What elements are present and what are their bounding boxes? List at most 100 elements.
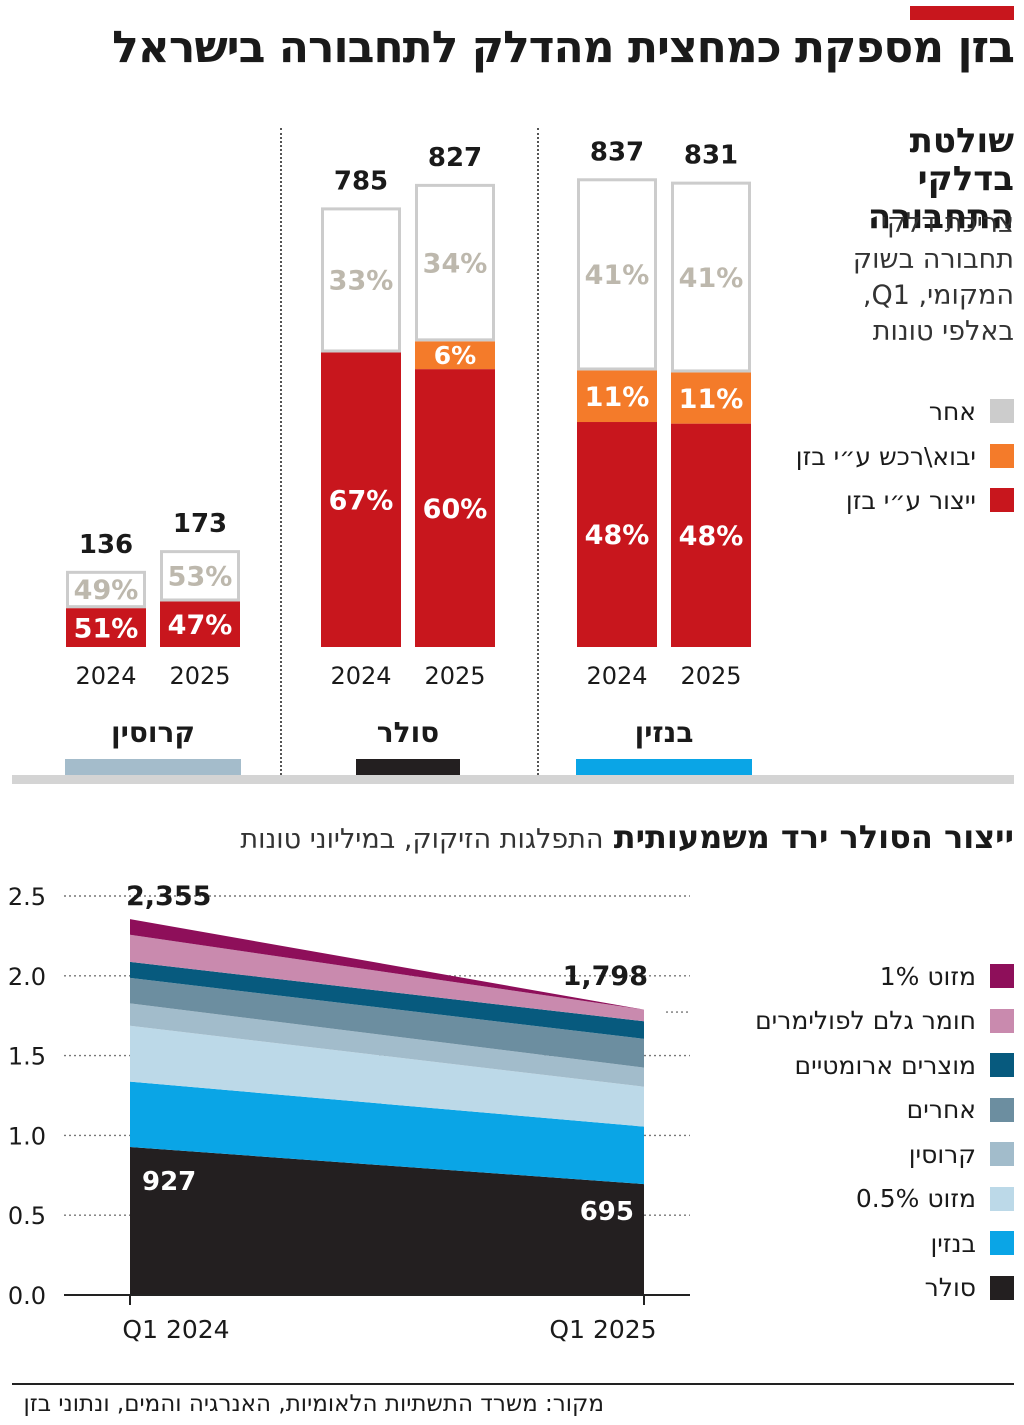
bar-segment-production bbox=[577, 422, 657, 647]
series-value-label: 927 bbox=[142, 1167, 196, 1197]
bar-segment-import bbox=[577, 370, 657, 423]
x-tick-label: Q1 2024 bbox=[122, 1315, 229, 1344]
area-series bbox=[130, 961, 644, 1039]
bar-segment-other bbox=[577, 178, 657, 371]
area-series bbox=[130, 919, 644, 1010]
bar-segment-other bbox=[321, 207, 401, 353]
bar-segment-production bbox=[66, 608, 146, 647]
y-tick-label: 0.0 bbox=[8, 1282, 46, 1310]
legend-swatch bbox=[990, 1008, 1014, 1033]
series-value-label: 695 bbox=[580, 1197, 634, 1227]
legend-item-production: ייצור ע״י בזן bbox=[846, 485, 1014, 515]
legend-label: סולר bbox=[924, 1273, 976, 1302]
bar-pct-label: 11% bbox=[679, 384, 744, 415]
legend-subtitle: צריכת דלקי תחבורה בשוק המקומי, Q1, באלפי… bbox=[852, 208, 1014, 347]
legend-label: קרוסין bbox=[908, 1139, 976, 1169]
legend-swatch bbox=[990, 1142, 1014, 1166]
area-series bbox=[130, 1003, 644, 1087]
accent-bar bbox=[910, 6, 1014, 20]
bar-year-label: 2025 bbox=[169, 662, 230, 690]
legend-item: קרוסין bbox=[909, 1139, 1014, 1169]
bar-year-label: 2024 bbox=[586, 662, 647, 690]
section2-title: ייצור הסולר ירד משמעותית התפלגות הזיקוק,… bbox=[240, 818, 1014, 856]
area-series bbox=[130, 1147, 644, 1295]
area-series bbox=[130, 934, 644, 1022]
bar-pct-label: 47% bbox=[168, 610, 233, 641]
legend-label: אחרים bbox=[906, 1095, 976, 1124]
bar-pct-label: 34% bbox=[423, 248, 488, 279]
group-color-bar bbox=[576, 759, 752, 775]
bar-segment-other bbox=[415, 183, 495, 342]
legend-swatch bbox=[990, 1231, 1014, 1255]
bar-pct-label: 33% bbox=[329, 266, 394, 297]
y-tick-label: 2.5 bbox=[8, 883, 46, 911]
section2-title-bold: ייצור הסולר ירד משמעותית bbox=[613, 818, 1014, 856]
y-tick-label: 0.5 bbox=[8, 1202, 46, 1230]
bar-pct-label: 67% bbox=[329, 485, 394, 516]
legend-item: אחרים bbox=[907, 1095, 1014, 1125]
bar-segment-production bbox=[671, 423, 751, 647]
area-series bbox=[130, 1081, 644, 1185]
legend-item: חומר גלם לפולימרים bbox=[755, 1006, 1014, 1036]
source-note: מקור: משרד התשתיות הלאומיות, האנרגיה והמ… bbox=[23, 1391, 604, 1417]
bar-total-label: 837 bbox=[590, 137, 644, 167]
legend-label: יבוא\רכש ע״י בזן bbox=[795, 441, 976, 471]
legend-item-other: אחר bbox=[929, 396, 1014, 426]
legend-item: מזוט 0.5% bbox=[856, 1184, 1014, 1214]
bar-pct-label: 11% bbox=[585, 382, 650, 413]
bar-pct-label: 49% bbox=[74, 575, 139, 606]
section-separator bbox=[12, 775, 1014, 784]
legend-label: אחר bbox=[928, 396, 976, 426]
group-label: בנזין bbox=[635, 716, 694, 749]
group-color-bar bbox=[65, 759, 241, 775]
legend-swatch bbox=[990, 1097, 1014, 1122]
legend-swatch bbox=[990, 488, 1014, 512]
legend-title: שולטת בדלקי התחבורה bbox=[867, 121, 1014, 237]
bar-segment-other bbox=[671, 181, 751, 373]
bar-segment-production bbox=[415, 369, 495, 647]
legend-item: מוצרים ארומטיים bbox=[795, 1050, 1014, 1080]
area-series bbox=[130, 977, 644, 1068]
legend-item: מזוט 1% bbox=[880, 961, 1014, 991]
legend-label: ייצור ע״י בזן bbox=[845, 485, 976, 515]
x-tick-label: Q1 2025 bbox=[549, 1315, 656, 1344]
bar-segment-other bbox=[66, 570, 146, 609]
group-divider bbox=[537, 128, 539, 775]
bar-total-label: 173 bbox=[173, 509, 227, 539]
group-label: קרוסין bbox=[111, 716, 195, 749]
bar-pct-label: 48% bbox=[679, 521, 744, 552]
legend-label: חומר גלם לפולימרים bbox=[755, 1006, 976, 1035]
bar-segment-import bbox=[415, 341, 495, 370]
page-title: בזן מספקת כמחצית מהדלק לתחבורה בישראל bbox=[112, 22, 1015, 73]
bar-total-label: 136 bbox=[79, 530, 133, 560]
legend-swatch bbox=[990, 1053, 1014, 1077]
total-label: 1,798 bbox=[563, 961, 648, 992]
bar-total-label: 831 bbox=[684, 141, 738, 171]
legend-swatch bbox=[990, 444, 1014, 468]
bar-pct-label: 48% bbox=[585, 520, 650, 551]
bar-pct-label: 51% bbox=[74, 613, 139, 644]
legend-item: בנזין bbox=[930, 1228, 1014, 1258]
bar-pct-label: 60% bbox=[423, 494, 488, 525]
bar-year-label: 2025 bbox=[680, 662, 741, 690]
bar-year-label: 2024 bbox=[75, 662, 136, 690]
group-divider bbox=[280, 128, 282, 775]
stacked-bar-chart: 48% 11% 41% 837 2024 48% 11% 41% 831 2025 בנזין 67%… bbox=[65, 137, 752, 775]
total-label: 2,355 bbox=[126, 881, 211, 912]
legend-swatch bbox=[990, 964, 1014, 988]
stacked-area-chart: 0.0 0.5 1.0 1.5 2.0 2.5 Q1 2024 Q1 2025 2,355 1,7… bbox=[8, 881, 690, 1344]
legend-swatch bbox=[990, 1275, 1014, 1300]
legend-label: מוצרים ארומטיים bbox=[794, 1050, 976, 1080]
group-label: סולר bbox=[377, 716, 439, 749]
area-series bbox=[130, 1025, 644, 1127]
legend-swatch bbox=[990, 1186, 1014, 1211]
bar-segment-production bbox=[160, 601, 240, 647]
bar-pct-label: 6% bbox=[434, 341, 476, 370]
y-tick-label: 1.0 bbox=[8, 1122, 46, 1150]
bar-pct-label: 41% bbox=[679, 263, 744, 294]
group-color-bar bbox=[356, 759, 460, 775]
bottom-rule bbox=[12, 1383, 1014, 1385]
bar-segment-other bbox=[160, 550, 240, 602]
bar-segment-import bbox=[671, 372, 751, 424]
legend-label: מזוט 0.5% bbox=[855, 1184, 976, 1213]
